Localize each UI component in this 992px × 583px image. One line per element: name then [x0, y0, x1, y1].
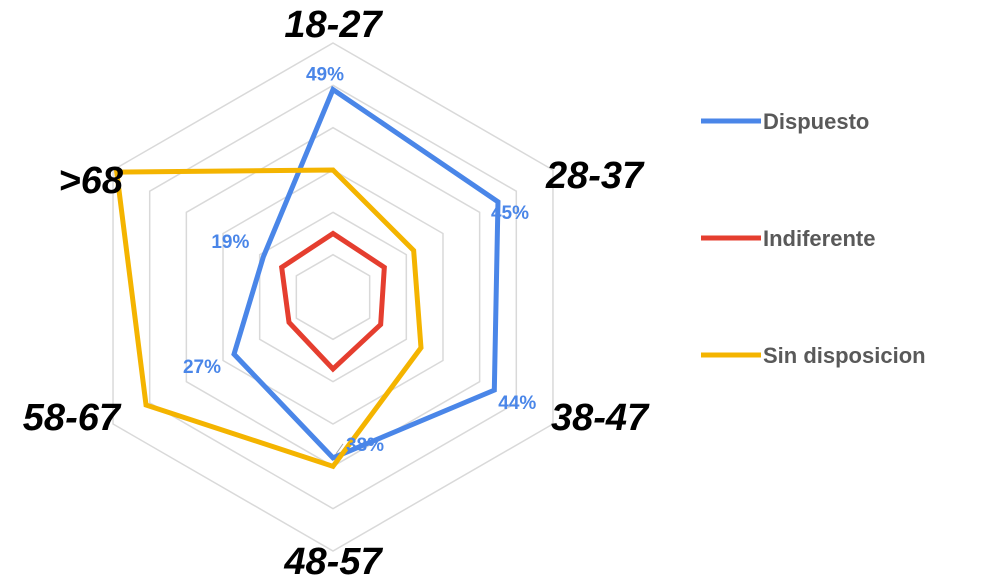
series-layer — [113, 85, 501, 470]
grid-ring-60 — [112, 42, 554, 552]
grid-ring-10 — [295, 253, 371, 341]
data-label-38-47: 44% — [498, 393, 536, 414]
legend-label: Dispuesto — [763, 109, 869, 134]
legend-item-sin-disposicion: Sin disposicion — [701, 343, 926, 368]
legend-item-indiferente: Indiferente — [701, 226, 875, 251]
series-line-sin-disposicion — [113, 167, 424, 470]
data-label-48-57: 38% — [346, 435, 384, 456]
series-line-dispuesto — [231, 85, 501, 461]
legend: Dispuesto Indiferente Sin disposicion — [701, 109, 926, 368]
category-labels: 18-27 28-37 38-47 48-57 58-67 >68 — [23, 4, 650, 583]
legend-label: Sin disposicion — [763, 343, 926, 368]
legend-label: Indiferente — [763, 226, 875, 251]
category-label-28-37: 28-37 — [545, 155, 645, 197]
category-label-38-47: 38-47 — [551, 397, 650, 439]
data-label-18-27: 49% — [306, 65, 344, 86]
radar-grid — [112, 42, 554, 552]
data-label-68: 19% — [211, 232, 249, 253]
data-label-leader — [335, 443, 344, 455]
grid-ring-30 — [222, 169, 444, 425]
data-labels: 49% 45% 44% 38% 27% 19% — [183, 65, 536, 456]
category-label-48-57: 48-57 — [283, 541, 383, 583]
data-label-28-37: 45% — [491, 203, 529, 224]
series-line-indiferente — [278, 230, 387, 373]
data-label-58-67: 27% — [183, 357, 221, 378]
category-label-18-27: 18-27 — [284, 4, 383, 46]
category-label-58-67: 58-67 — [23, 397, 122, 439]
grid-ring-20 — [258, 211, 408, 383]
legend-item-dispuesto: Dispuesto — [701, 109, 869, 134]
grid-ring-50 — [148, 84, 518, 510]
category-label-68: >68 — [59, 160, 124, 202]
